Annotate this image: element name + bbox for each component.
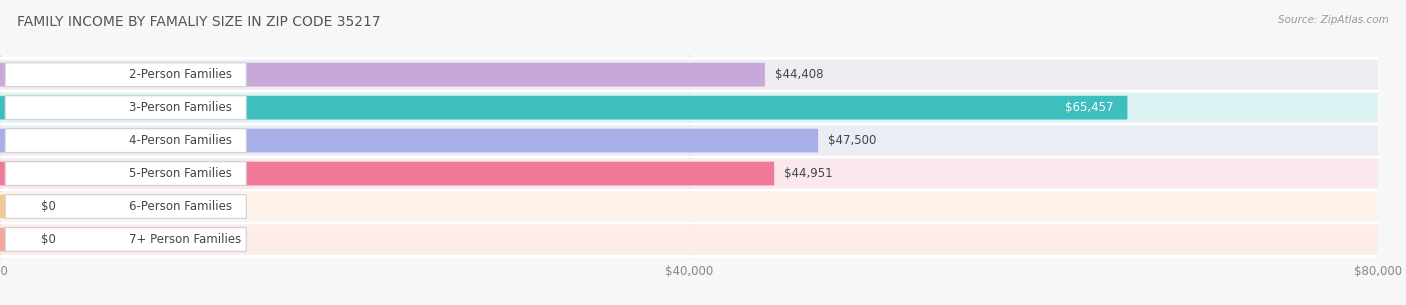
Text: 5-Person Families: 5-Person Families (129, 167, 232, 180)
Text: 2-Person Families: 2-Person Families (129, 68, 232, 81)
FancyBboxPatch shape (0, 96, 1128, 120)
Text: $0: $0 (41, 200, 55, 213)
FancyBboxPatch shape (6, 195, 246, 218)
Text: $47,500: $47,500 (828, 134, 876, 147)
Text: FAMILY INCOME BY FAMALIY SIZE IN ZIP CODE 35217: FAMILY INCOME BY FAMALIY SIZE IN ZIP COD… (17, 15, 381, 29)
Text: 7+ Person Families: 7+ Person Families (129, 233, 242, 246)
Text: $44,408: $44,408 (775, 68, 823, 81)
Text: 4-Person Families: 4-Person Families (129, 134, 232, 147)
Text: 3-Person Families: 3-Person Families (129, 101, 232, 114)
FancyBboxPatch shape (0, 162, 775, 185)
Text: $65,457: $65,457 (1066, 101, 1114, 114)
FancyBboxPatch shape (0, 93, 1378, 123)
Text: Source: ZipAtlas.com: Source: ZipAtlas.com (1278, 15, 1389, 25)
FancyBboxPatch shape (6, 129, 246, 152)
FancyBboxPatch shape (0, 63, 765, 87)
FancyBboxPatch shape (6, 162, 246, 185)
FancyBboxPatch shape (0, 159, 1378, 188)
FancyBboxPatch shape (0, 192, 1378, 221)
FancyBboxPatch shape (0, 195, 31, 218)
FancyBboxPatch shape (0, 60, 1378, 89)
FancyBboxPatch shape (0, 129, 818, 152)
FancyBboxPatch shape (6, 228, 246, 251)
FancyBboxPatch shape (6, 63, 246, 87)
Text: $44,951: $44,951 (785, 167, 832, 180)
FancyBboxPatch shape (0, 225, 1378, 254)
Text: 6-Person Families: 6-Person Families (129, 200, 232, 213)
FancyBboxPatch shape (0, 228, 31, 251)
Text: $0: $0 (41, 233, 55, 246)
FancyBboxPatch shape (6, 96, 246, 120)
FancyBboxPatch shape (0, 126, 1378, 156)
